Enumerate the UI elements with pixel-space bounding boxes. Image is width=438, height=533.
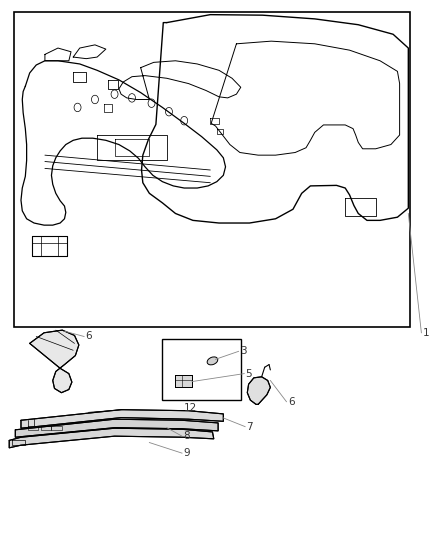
Bar <box>14 12 410 327</box>
Polygon shape <box>176 375 192 387</box>
Text: 5: 5 <box>245 369 252 378</box>
Text: 1: 1 <box>423 328 429 338</box>
Polygon shape <box>247 377 270 405</box>
Polygon shape <box>9 428 214 448</box>
Text: 8: 8 <box>184 431 190 441</box>
Polygon shape <box>21 410 223 428</box>
Text: 9: 9 <box>184 448 190 458</box>
Bar <box>162 339 241 400</box>
Text: 12: 12 <box>184 403 198 413</box>
Text: 3: 3 <box>240 346 247 357</box>
Polygon shape <box>30 330 79 393</box>
Text: 6: 6 <box>85 332 92 342</box>
Text: 7: 7 <box>246 422 253 432</box>
Ellipse shape <box>207 357 218 365</box>
Text: 6: 6 <box>288 397 294 407</box>
Polygon shape <box>15 419 218 437</box>
